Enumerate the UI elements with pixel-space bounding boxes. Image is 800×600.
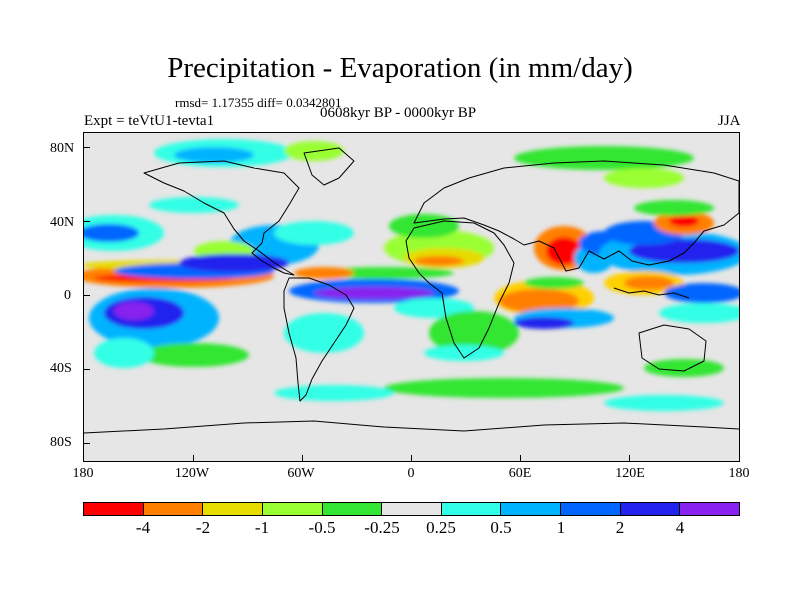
colorbar-label: -4 bbox=[135, 518, 151, 537]
x-tick-mark bbox=[411, 455, 412, 461]
field-safr-green bbox=[429, 311, 519, 355]
field-safr-cyan bbox=[424, 345, 504, 361]
field-io-orange bbox=[499, 289, 579, 313]
pe-field-map bbox=[84, 139, 739, 434]
colorbar-label: 1 bbox=[556, 518, 566, 537]
field-atl-cyan bbox=[274, 221, 354, 245]
colorbar-swatch bbox=[203, 503, 263, 515]
y-tick-mark bbox=[84, 147, 90, 148]
field-spac-cyan bbox=[94, 338, 154, 368]
colorbar-label: 0.25 bbox=[426, 518, 456, 537]
coast-south-america bbox=[283, 277, 355, 402]
field-sahel-orange bbox=[414, 256, 464, 266]
colorbar-swatch bbox=[620, 503, 681, 515]
coast-africa bbox=[405, 220, 515, 359]
x-tick-120e: 120E bbox=[615, 466, 645, 481]
field-atl-purple bbox=[314, 287, 434, 299]
colorbar-label: -0.25 bbox=[364, 518, 400, 537]
field-wpac-darkblue bbox=[629, 239, 739, 263]
colorbar-swatch bbox=[501, 503, 562, 515]
colorbar-swatch bbox=[441, 503, 502, 515]
x-tick-0: 0 bbox=[407, 466, 415, 481]
field-npac-cyan2 bbox=[149, 197, 239, 213]
coast-indonesia bbox=[613, 287, 690, 299]
y-tick-80n: 80N bbox=[50, 141, 75, 156]
field-arctic-blue bbox=[174, 147, 254, 163]
x-tick-180w: 180 bbox=[72, 466, 94, 481]
season-label: JJA bbox=[718, 113, 741, 129]
x-tick-mark bbox=[302, 455, 303, 461]
colorbar-label: 2 bbox=[615, 518, 625, 537]
coast-eurasia bbox=[413, 160, 739, 272]
coastlines bbox=[84, 147, 739, 434]
field-so-cyan bbox=[274, 385, 394, 401]
field-so-green bbox=[384, 378, 624, 398]
coast-greenland bbox=[303, 147, 355, 186]
x-tick-60e: 60E bbox=[508, 466, 532, 481]
field-spac-green bbox=[139, 343, 249, 367]
y-tick-40s: 40S bbox=[50, 361, 72, 376]
field-indo-orange bbox=[624, 276, 674, 290]
field-io-green bbox=[524, 277, 584, 289]
field-swpac-cyan bbox=[659, 303, 739, 323]
colorbar-swatch bbox=[143, 503, 204, 515]
colorbar-label: 4 bbox=[675, 518, 685, 537]
experiment-label: Expt = teVtU1-tevta1 bbox=[84, 113, 215, 129]
field-atl-orange bbox=[294, 267, 354, 279]
map-panel bbox=[83, 132, 740, 462]
field-npac-blue bbox=[84, 224, 139, 242]
field-spac-purple bbox=[114, 302, 154, 320]
field-neasia-green bbox=[634, 200, 714, 216]
period-label: 0608kyr BP - 0000kyr BP bbox=[320, 105, 477, 121]
x-tick-mark bbox=[629, 455, 630, 461]
field-greenland-green bbox=[284, 141, 344, 161]
y-tick-mark bbox=[84, 221, 90, 222]
field-siberia-lightgreen bbox=[604, 168, 684, 188]
field-japan-red bbox=[669, 215, 699, 227]
y-tick-40n: 40N bbox=[50, 215, 75, 230]
colorbar-label: -0.5 bbox=[308, 518, 336, 537]
x-tick-120w: 120W bbox=[174, 466, 210, 481]
field-india-red bbox=[546, 237, 582, 265]
colorbar-swatch bbox=[382, 503, 442, 515]
x-tick-60w: 60W bbox=[287, 466, 315, 481]
coast-north-america bbox=[143, 160, 300, 276]
coast-antarctica bbox=[84, 420, 739, 434]
colorbar-swatch bbox=[262, 503, 323, 515]
field-pac-darkblue bbox=[179, 254, 289, 272]
field-sam-cyan bbox=[284, 313, 364, 353]
colorbar-swatch bbox=[561, 503, 621, 515]
coast-australia bbox=[638, 324, 707, 372]
field-swpac-blue bbox=[664, 283, 739, 303]
colorbar-swatch bbox=[84, 503, 144, 515]
colorbar-label: -2 bbox=[195, 518, 211, 537]
stats-label: rmsd= 1.17355 diff= 0.0342801 bbox=[175, 95, 342, 110]
y-tick-mark bbox=[84, 369, 90, 370]
x-tick-mark bbox=[520, 455, 521, 461]
y-tick-mark bbox=[84, 295, 90, 296]
field-so-green2 bbox=[644, 359, 724, 377]
colorbar-swatch bbox=[680, 503, 740, 515]
field-so-cyan2 bbox=[604, 395, 724, 411]
field-siberia-green bbox=[514, 146, 694, 170]
colorbar-label: -1 bbox=[254, 518, 270, 537]
x-tick-mark bbox=[193, 455, 194, 461]
figure-title: Precipitation - Evaporation (in mm/day) bbox=[167, 52, 633, 84]
y-tick-mark bbox=[84, 443, 90, 444]
y-tick-80s: 80S bbox=[50, 435, 72, 450]
field-io-darkblue bbox=[514, 317, 574, 329]
x-tick-180e: 180 bbox=[728, 466, 750, 481]
field-satl-cyan bbox=[394, 298, 474, 318]
colorbar bbox=[83, 502, 740, 516]
colorbar-swatch bbox=[322, 503, 383, 515]
y-tick-0: 0 bbox=[64, 288, 71, 303]
colorbar-label: 0.5 bbox=[490, 518, 512, 537]
